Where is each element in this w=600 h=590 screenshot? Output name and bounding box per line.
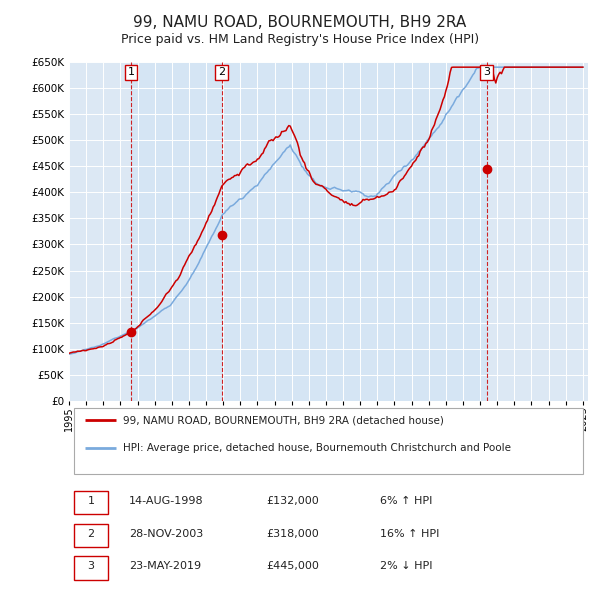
Text: 2% ↓ HPI: 2% ↓ HPI xyxy=(380,560,433,571)
Text: 23-MAY-2019: 23-MAY-2019 xyxy=(128,560,201,571)
Text: £132,000: £132,000 xyxy=(266,496,319,506)
Text: £445,000: £445,000 xyxy=(266,560,319,571)
Text: 1: 1 xyxy=(127,67,134,77)
FancyBboxPatch shape xyxy=(74,556,108,579)
Text: 3: 3 xyxy=(88,560,95,571)
FancyBboxPatch shape xyxy=(74,408,583,474)
Text: £318,000: £318,000 xyxy=(266,529,319,539)
Text: 14-AUG-1998: 14-AUG-1998 xyxy=(128,496,203,506)
Text: 28-NOV-2003: 28-NOV-2003 xyxy=(128,529,203,539)
Text: 3: 3 xyxy=(483,67,490,77)
FancyBboxPatch shape xyxy=(74,524,108,548)
Text: HPI: Average price, detached house, Bournemouth Christchurch and Poole: HPI: Average price, detached house, Bour… xyxy=(124,442,511,453)
Text: 6% ↑ HPI: 6% ↑ HPI xyxy=(380,496,433,506)
Text: 2: 2 xyxy=(218,67,225,77)
Text: 16% ↑ HPI: 16% ↑ HPI xyxy=(380,529,440,539)
Bar xyxy=(131,62,221,401)
Text: 99, NAMU ROAD, BOURNEMOUTH, BH9 2RA (detached house): 99, NAMU ROAD, BOURNEMOUTH, BH9 2RA (det… xyxy=(124,415,445,425)
Text: 1: 1 xyxy=(88,496,95,506)
Bar xyxy=(221,62,487,401)
Text: 99, NAMU ROAD, BOURNEMOUTH, BH9 2RA: 99, NAMU ROAD, BOURNEMOUTH, BH9 2RA xyxy=(133,15,467,30)
Text: 2: 2 xyxy=(88,529,95,539)
Text: Price paid vs. HM Land Registry's House Price Index (HPI): Price paid vs. HM Land Registry's House … xyxy=(121,33,479,46)
FancyBboxPatch shape xyxy=(74,491,108,514)
